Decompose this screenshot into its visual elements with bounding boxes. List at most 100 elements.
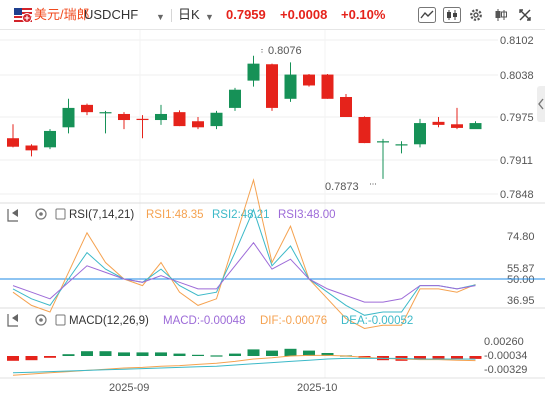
candle-body <box>136 118 149 121</box>
rsi-tick: 55.87 <box>507 263 535 275</box>
macd-bar <box>44 356 56 358</box>
pair-code[interactable]: USDCHF <box>84 7 139 22</box>
candle-body <box>25 145 38 151</box>
rsi-lines <box>12 178 476 330</box>
candle-body <box>62 107 75 128</box>
candles <box>7 55 482 179</box>
last-price: 0.7959 <box>226 7 266 22</box>
time-tick: 2025-09 <box>109 382 149 394</box>
dea-label: DEA:-0.00052 <box>341 315 413 327</box>
macd-label: MACD:-0.00048 <box>163 315 245 327</box>
pair-dropdown-icon[interactable]: ▼ <box>156 12 165 22</box>
price-tick: 0.8102 <box>500 35 534 47</box>
candle-body <box>173 112 186 127</box>
pair-name-cn[interactable]: 美元/瑞郎 <box>34 7 90 22</box>
chevron-left-icon[interactable] <box>537 86 545 122</box>
macd-tick: 0.00260 <box>484 336 524 348</box>
candle-body <box>81 104 93 113</box>
hide-indicator-icon[interactable] <box>7 209 18 222</box>
settings-icon[interactable] <box>467 7 485 23</box>
macd-bar <box>303 350 315 356</box>
hide-macd-icon[interactable] <box>7 314 18 327</box>
rsi-line <box>12 241 476 303</box>
macd-tick: -0.00329 <box>484 364 527 376</box>
timeframe-select[interactable]: 日K <box>178 7 200 22</box>
candle-body <box>284 74 297 99</box>
candle-body <box>44 130 56 148</box>
rsi-tick-ref: 50.00 <box>507 274 535 286</box>
rsi-tick: 36.95 <box>507 295 535 307</box>
rsi-settings-icon-center <box>39 212 43 216</box>
candle-body <box>99 112 112 114</box>
candle-body <box>358 117 371 144</box>
macd-bar <box>192 354 204 356</box>
rsi-title-row: RSI(7,14,21) RSI1:48.35 RSI2:48.21 RSI3:… <box>7 208 336 222</box>
macd-bar <box>210 355 223 357</box>
macd-title-row: MACD(12,26,9) MACD:-0.00048 DIF:-0.00076… <box>7 314 413 327</box>
macd-bar <box>99 351 112 356</box>
macd-bar <box>469 356 482 359</box>
price-change: +0.0008 <box>280 7 328 22</box>
macd-bar <box>173 353 186 356</box>
candle-body <box>321 74 334 99</box>
rsi3-label: RSI3:48.00 <box>278 209 336 221</box>
candle-body <box>247 63 260 81</box>
candle-body <box>377 141 389 143</box>
candle-body <box>414 123 426 145</box>
candle-body <box>469 123 482 130</box>
rsi-title[interactable]: RSI(7,14,21) <box>69 209 134 221</box>
candle-body <box>340 96 352 117</box>
macd-bar <box>266 350 278 356</box>
candle-body <box>229 89 241 108</box>
dif-label: DIF:-0.00076 <box>260 315 327 327</box>
macd-bar <box>25 356 38 361</box>
chart-area: 0.8102 0.8038 0.7975 0.7911 0.7848 0.807… <box>0 30 545 394</box>
indicator-tool-icon[interactable] <box>492 7 510 23</box>
macd-bar <box>247 349 260 356</box>
timeframe-dropdown-icon[interactable]: ▼ <box>205 12 214 22</box>
candle-body <box>303 74 315 86</box>
hide-indicator-arrow-icon[interactable] <box>12 209 18 217</box>
macd-bar <box>451 356 463 359</box>
rsi-line <box>12 208 476 316</box>
price-tick: 0.7848 <box>500 189 534 201</box>
time-axis: 2025-09 2025-10 <box>109 382 337 394</box>
macd-bar <box>118 352 130 356</box>
chart-header: 美元/瑞郎 USDCHF ▼ 日K ▼ 0.7959 +0.0008 +0.10… <box>0 0 545 30</box>
candle-body <box>118 113 130 121</box>
high-label: 0.8076 <box>268 45 302 57</box>
candle-body <box>395 144 408 146</box>
macd-line <box>12 357 476 374</box>
macd-bar <box>229 353 241 356</box>
price-axis: 0.8102 0.8038 0.7975 0.7911 0.7848 <box>500 35 534 201</box>
side-panel-toggle[interactable] <box>537 86 545 122</box>
macd-lines <box>12 354 476 376</box>
macd-title[interactable]: MACD(12,26,9) <box>69 315 149 327</box>
candle-body <box>451 124 463 128</box>
rsi-toggle-icon[interactable] <box>55 208 66 220</box>
macd-bar <box>432 356 445 359</box>
candle-body <box>192 121 204 128</box>
macd-bar <box>414 356 426 359</box>
low-label: 0.7873 <box>325 181 359 193</box>
macd-toggle-icon[interactable] <box>55 314 66 326</box>
rsi-tick: 74.80 <box>507 231 535 243</box>
macd-axis: 0.00260 -0.00034 -0.00329 <box>484 336 527 376</box>
header-divider <box>171 9 172 22</box>
candle-tool-icon[interactable] <box>443 7 461 23</box>
macd-settings-icon[interactable] <box>35 314 47 326</box>
rsi-line <box>12 178 476 330</box>
price-change-pct: +0.10% <box>341 7 386 22</box>
line-tool-icon[interactable] <box>418 7 436 23</box>
macd-bar <box>81 351 93 356</box>
macd-tick: -0.00034 <box>484 350 527 362</box>
flag-icon <box>14 8 32 22</box>
macd-bar <box>7 356 19 361</box>
rsi1-label: RSI1:48.35 <box>146 209 204 221</box>
hide-macd-arrow-icon[interactable] <box>12 314 18 322</box>
fullscreen-icon[interactable] <box>516 7 534 23</box>
rsi-axis: 74.80 55.87 50.00 36.95 <box>507 231 535 307</box>
grid <box>0 30 545 379</box>
rsi-settings-icon[interactable] <box>35 208 47 220</box>
macd-bar <box>136 352 149 356</box>
